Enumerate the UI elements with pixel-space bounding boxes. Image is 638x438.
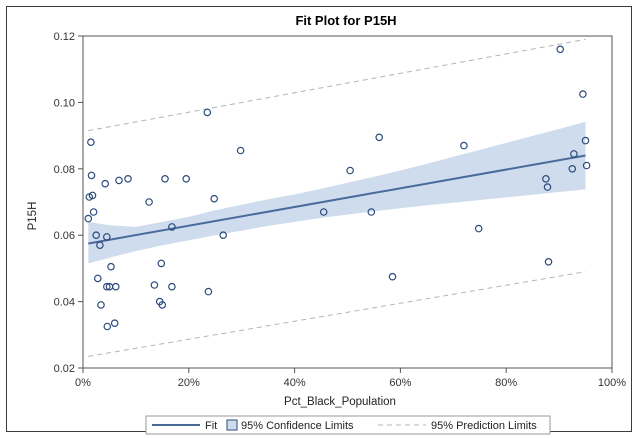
legend-confidence-label: 95% Confidence Limits [241, 420, 354, 432]
x-tick-label: 60% [389, 377, 411, 389]
data-point [182, 175, 191, 183]
data-point [94, 274, 102, 283]
data-point [346, 166, 354, 175]
data-point [84, 214, 93, 223]
data-point [388, 272, 397, 281]
data-point [204, 287, 213, 296]
legend-prediction-label: 95% Prediction Limits [431, 420, 537, 432]
y-axis-label: P15H [27, 202, 39, 231]
chart-frame [6, 6, 632, 432]
data-point [97, 301, 105, 309]
prediction-lower-line [88, 271, 586, 357]
data-point [319, 208, 328, 216]
x-tick-label: 100% [598, 377, 626, 389]
data-point [103, 282, 111, 291]
data-point [88, 191, 97, 200]
data-point [161, 175, 169, 183]
legend: Fit 95% Confidence Limits 95% Prediction L… [145, 415, 551, 435]
chart-title: Fit Plot for P15H [295, 13, 396, 28]
data-point [460, 141, 468, 150]
x-axis-label: Pct_Black_Population [284, 396, 396, 408]
data-point [96, 241, 104, 250]
data-point [581, 136, 590, 145]
y-tick-label: 0.06 [54, 230, 75, 242]
plot-area-border [82, 35, 613, 369]
data-point [570, 150, 578, 158]
data-point [115, 176, 123, 185]
data-point [107, 262, 115, 271]
x-tick-label: 40% [284, 377, 306, 389]
data-point [103, 233, 111, 241]
y-tick-label: 0.02 [54, 363, 75, 375]
data-point [103, 322, 112, 331]
y-tick-label: 0.12 [54, 31, 75, 43]
data-point [568, 165, 577, 173]
x-tick-label: 80% [495, 377, 517, 389]
confidence-band [88, 121, 586, 264]
data-point [158, 301, 167, 309]
data-point [168, 223, 176, 231]
data-point [542, 175, 550, 183]
data-point [92, 231, 101, 240]
data-point [219, 231, 228, 240]
data-point [87, 138, 95, 147]
data-point [101, 179, 110, 188]
data-point [89, 208, 98, 216]
data-point [87, 171, 96, 180]
y-tick-label: 0.04 [54, 297, 75, 309]
data-point [544, 257, 553, 266]
data-point [474, 224, 483, 233]
legend-fit-label: Fit [205, 420, 217, 432]
data-point [110, 319, 119, 328]
data-point [157, 259, 166, 268]
data-point [168, 282, 176, 291]
data-point [579, 90, 587, 98]
y-tick-label: 0.08 [54, 164, 75, 176]
data-point [367, 208, 376, 216]
plot-area [84, 38, 591, 357]
legend-box [145, 415, 551, 435]
prediction-upper-line [88, 38, 586, 132]
data-point [112, 282, 120, 291]
data-point [203, 108, 212, 117]
data-point [210, 194, 219, 203]
data-point [150, 281, 159, 289]
axes: 0% 20% 40% 60% 80% 100% 0.02 0.04 0.06 0.08 0.10 0.… [54, 31, 627, 389]
data-point [145, 198, 153, 206]
data-point [543, 183, 552, 191]
data-point [582, 161, 591, 170]
data-point [236, 146, 245, 155]
data-point [375, 133, 384, 142]
y-tick-label: 0.10 [54, 97, 75, 109]
fit-line [88, 154, 586, 245]
legend-confidence-swatch [226, 419, 238, 431]
x-tick-label: 0% [75, 377, 91, 389]
x-tick-label: 20% [178, 377, 200, 389]
data-point [556, 45, 565, 54]
data-point [124, 175, 132, 183]
